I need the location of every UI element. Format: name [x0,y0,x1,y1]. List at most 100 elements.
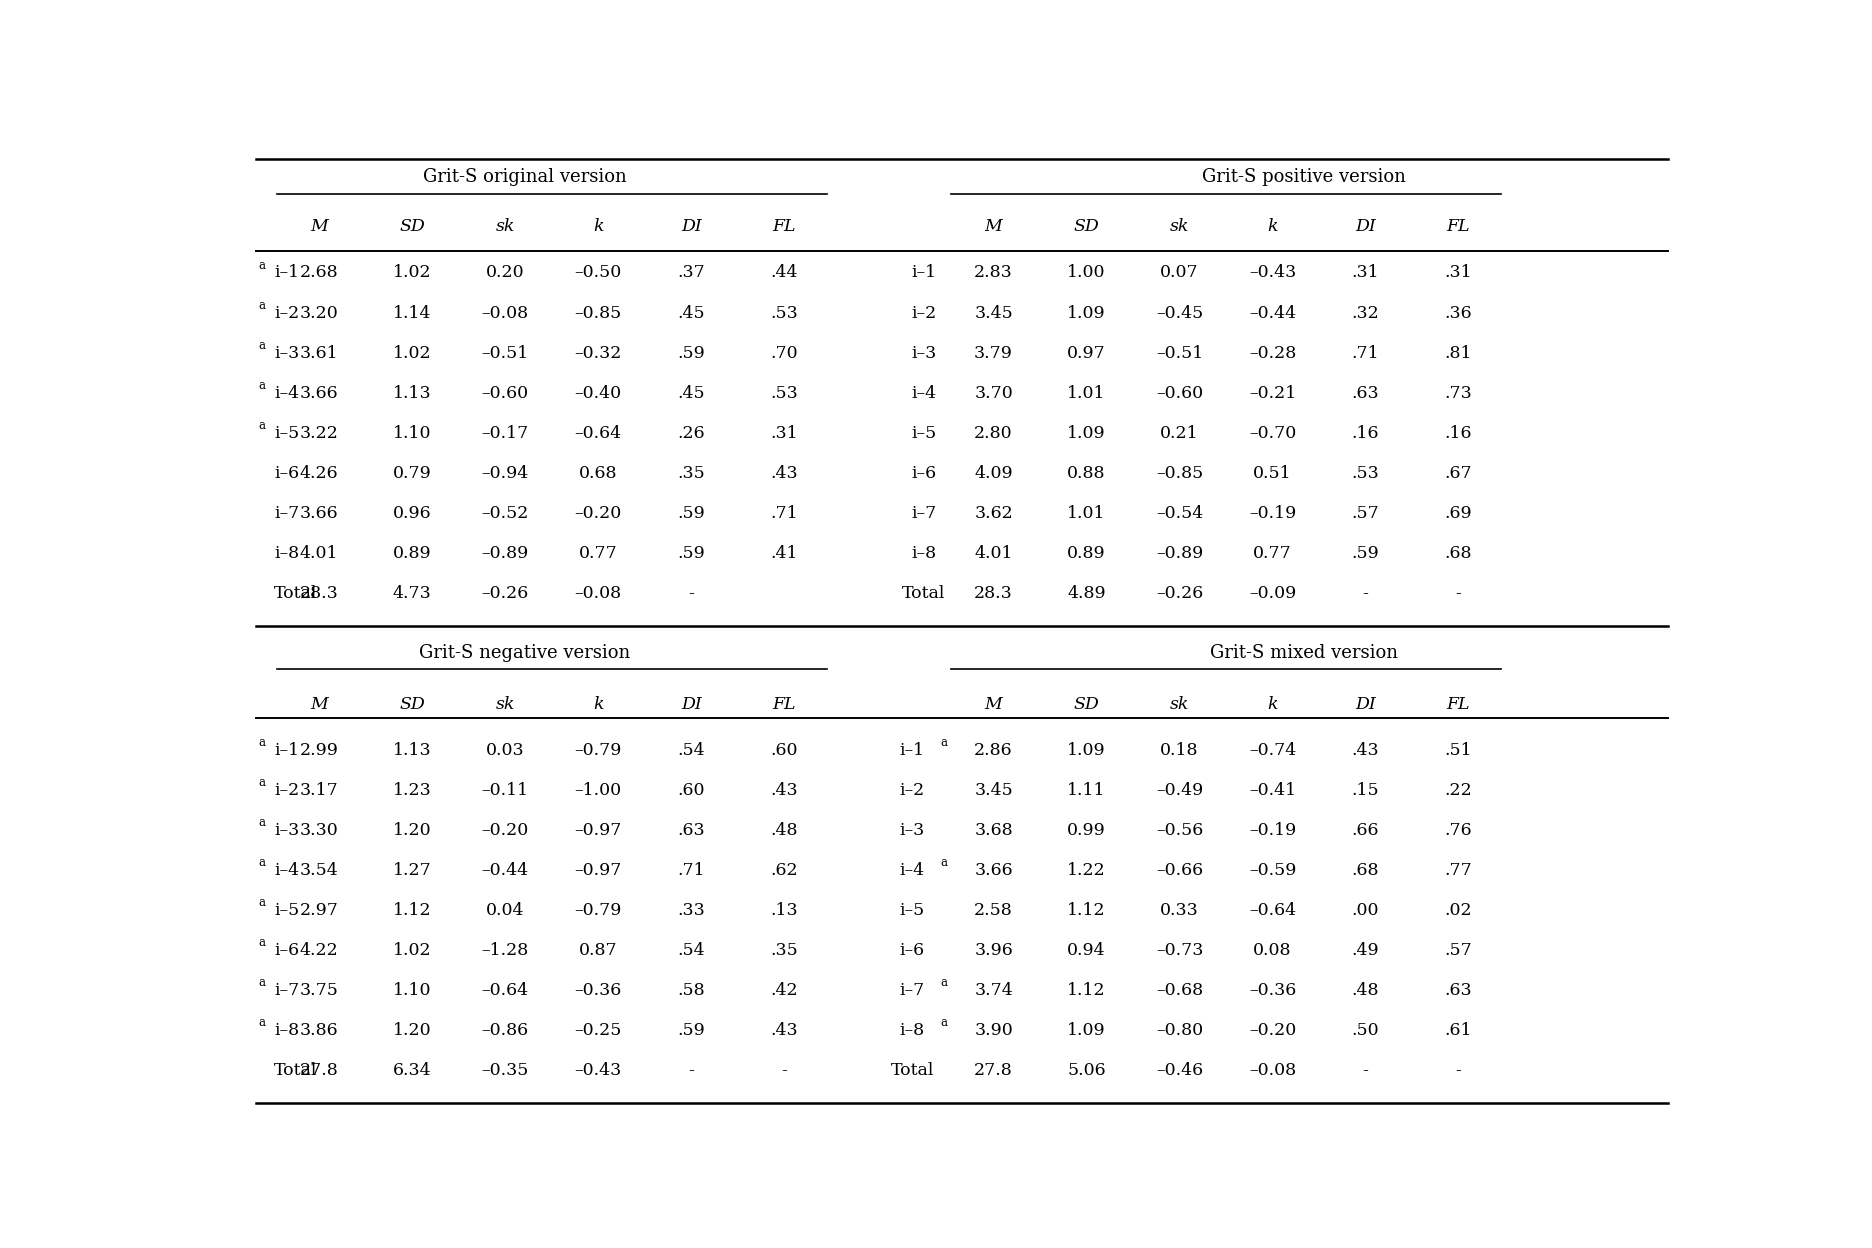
Text: 1.27: 1.27 [393,862,432,879]
Text: –0.25: –0.25 [575,1022,622,1040]
Text: –0.86: –0.86 [481,1022,528,1040]
Text: 0.94: 0.94 [1067,942,1106,958]
Text: i–6: i–6 [275,464,300,482]
Text: –0.49: –0.49 [1155,782,1204,799]
Text: 1.02: 1.02 [393,942,432,958]
Text: a: a [258,419,266,432]
Text: Grit-S original version: Grit-S original version [423,168,627,186]
Text: .63: .63 [1352,384,1380,402]
Text: FL: FL [1447,695,1470,713]
Text: –0.08: –0.08 [575,585,622,602]
Text: 1.00: 1.00 [1067,265,1106,282]
Text: Grit-S positive version: Grit-S positive version [1202,168,1406,186]
Text: –0.21: –0.21 [1249,384,1295,402]
Text: 1.13: 1.13 [393,741,432,759]
Text: a: a [942,1016,947,1030]
Text: .63: .63 [678,822,706,839]
Text: Total: Total [902,585,945,602]
Text: –0.79: –0.79 [575,741,622,759]
Text: 3.68: 3.68 [973,822,1013,839]
Text: –0.51: –0.51 [1155,344,1204,362]
Text: .53: .53 [771,384,797,402]
Text: 1.01: 1.01 [1067,384,1106,402]
Text: k: k [593,695,603,713]
Text: M: M [311,695,328,713]
Text: .70: .70 [771,344,797,362]
Text: –0.32: –0.32 [575,344,622,362]
Text: –0.60: –0.60 [481,384,528,402]
Text: M: M [985,218,1002,236]
Text: –0.51: –0.51 [481,344,530,362]
Text: M: M [985,695,1002,713]
Text: 4.01: 4.01 [973,544,1013,562]
Text: –0.85: –0.85 [575,305,622,322]
Text: .61: .61 [1445,1022,1471,1040]
Text: DI: DI [1355,695,1376,713]
Text: 1.02: 1.02 [393,265,432,282]
Text: a: a [258,736,266,749]
Text: .59: .59 [1352,544,1380,562]
Text: .81: .81 [1445,344,1471,362]
Text: 3.17: 3.17 [300,782,339,799]
Text: –1.28: –1.28 [481,942,530,958]
Text: k: k [593,218,603,236]
Text: 3.54: 3.54 [300,862,339,879]
Text: –0.44: –0.44 [481,862,528,879]
Text: –0.54: –0.54 [1155,504,1204,522]
Text: –0.66: –0.66 [1155,862,1204,879]
Text: –0.79: –0.79 [575,902,622,919]
Text: i–5: i–5 [912,424,936,442]
Text: .58: .58 [678,982,706,1000]
Text: i–2: i–2 [275,782,300,799]
Text: DI: DI [1355,218,1376,236]
Text: 0.33: 0.33 [1161,902,1198,919]
Text: –0.64: –0.64 [1249,902,1295,919]
Text: i–4: i–4 [900,862,925,879]
Text: –0.59: –0.59 [1249,862,1295,879]
Text: –1.00: –1.00 [575,782,622,799]
Text: .22: .22 [1445,782,1473,799]
Text: 4.89: 4.89 [1067,585,1106,602]
Text: 4.26: 4.26 [300,464,339,482]
Text: i–7: i–7 [912,504,936,522]
Text: .71: .71 [771,504,797,522]
Text: k: k [1267,695,1279,713]
Text: 0.21: 0.21 [1161,424,1198,442]
Text: 2.80: 2.80 [973,424,1013,442]
Text: .37: .37 [678,265,706,282]
Text: 28.3: 28.3 [973,585,1013,602]
Text: –0.20: –0.20 [1249,1022,1295,1040]
Text: 2.99: 2.99 [300,741,339,759]
Text: k: k [1267,218,1279,236]
Text: -: - [689,1062,695,1080]
Text: 1.09: 1.09 [1067,741,1106,759]
Text: 5.06: 5.06 [1067,1062,1106,1080]
Text: i–7: i–7 [275,504,300,522]
Text: .50: .50 [1352,1022,1380,1040]
Text: 4.01: 4.01 [300,544,339,562]
Text: –0.45: –0.45 [1155,305,1204,322]
Text: -: - [1456,1062,1462,1080]
Text: i–1: i–1 [912,265,936,282]
Text: FL: FL [773,695,796,713]
Text: 3.30: 3.30 [300,822,339,839]
Text: .45: .45 [678,384,706,402]
Text: 1.13: 1.13 [393,384,432,402]
Text: .57: .57 [1352,504,1380,522]
Text: –0.43: –0.43 [1249,265,1295,282]
Text: i–3: i–3 [912,344,936,362]
Text: 28.3: 28.3 [300,585,339,602]
Text: –0.36: –0.36 [1249,982,1295,1000]
Text: 0.03: 0.03 [487,741,524,759]
Text: Total: Total [275,1062,318,1080]
Text: -: - [781,1062,788,1080]
Text: a: a [258,1016,266,1030]
Text: .59: .59 [678,1022,706,1040]
Text: i–7: i–7 [900,982,925,1000]
Text: .71: .71 [678,862,706,879]
Text: .43: .43 [1352,741,1380,759]
Text: 3.79: 3.79 [973,344,1013,362]
Text: 1.22: 1.22 [1067,862,1106,879]
Text: i–1: i–1 [900,741,925,759]
Text: 3.22: 3.22 [300,424,339,442]
